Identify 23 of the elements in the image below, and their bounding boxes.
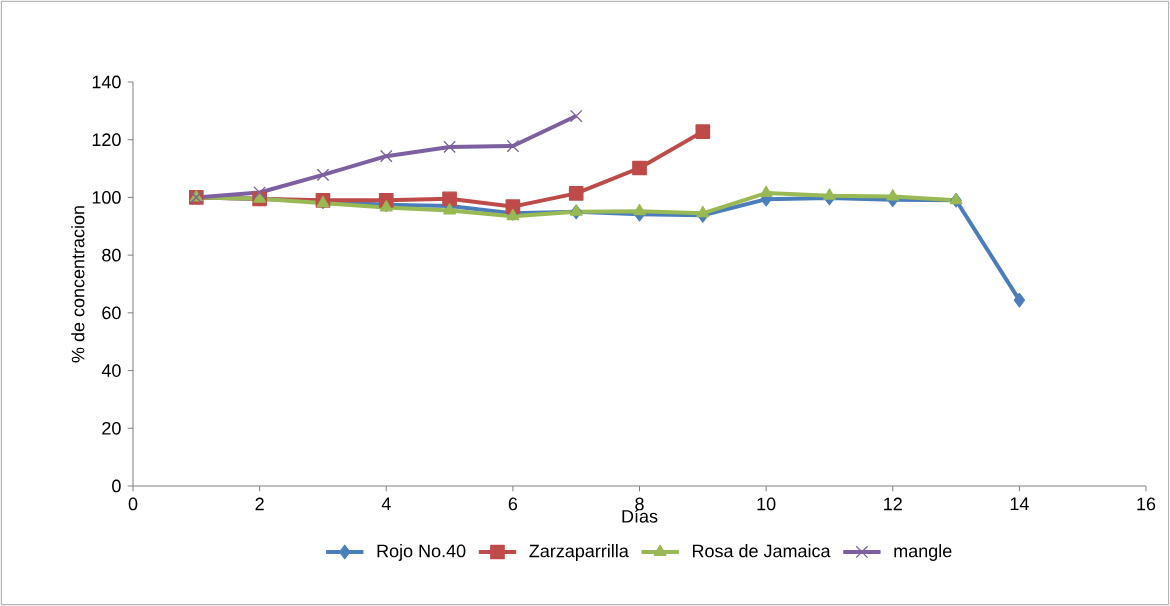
- x-axis-title: Días: [622, 509, 658, 523]
- x-tick-label: 4: [381, 497, 391, 510]
- legend-label: Rojo No.40: [377, 544, 466, 561]
- y-tick-label: 20: [102, 421, 121, 435]
- y-tick-label: 140: [92, 75, 121, 89]
- y-axis-title: % de concentracion: [71, 206, 85, 363]
- x-tick-label: 6: [508, 497, 518, 511]
- y-tick-label: 120: [92, 133, 121, 147]
- x-tick-label: 10: [757, 497, 776, 511]
- x-tick-label: 14: [1010, 497, 1029, 510]
- x-tick-label: 12: [884, 497, 902, 511]
- legend-label: Zarzaparrilla: [529, 544, 629, 561]
- x-tick-label: 2: [255, 497, 264, 511]
- x-tick-label: 16: [1137, 497, 1156, 511]
- x-tick-label: 0: [128, 497, 138, 511]
- legend-label: mangle: [894, 544, 952, 561]
- x-tick-label: 8: [635, 497, 644, 511]
- legend-label: Rosa de Jamaica: [692, 544, 831, 558]
- y-tick-label: 60: [102, 306, 121, 320]
- y-tick-label: 0: [112, 479, 121, 493]
- y-tick-label: 80: [102, 248, 121, 262]
- y-tick-label: 40: [101, 364, 121, 377]
- y-tick-label: 100: [92, 191, 121, 204]
